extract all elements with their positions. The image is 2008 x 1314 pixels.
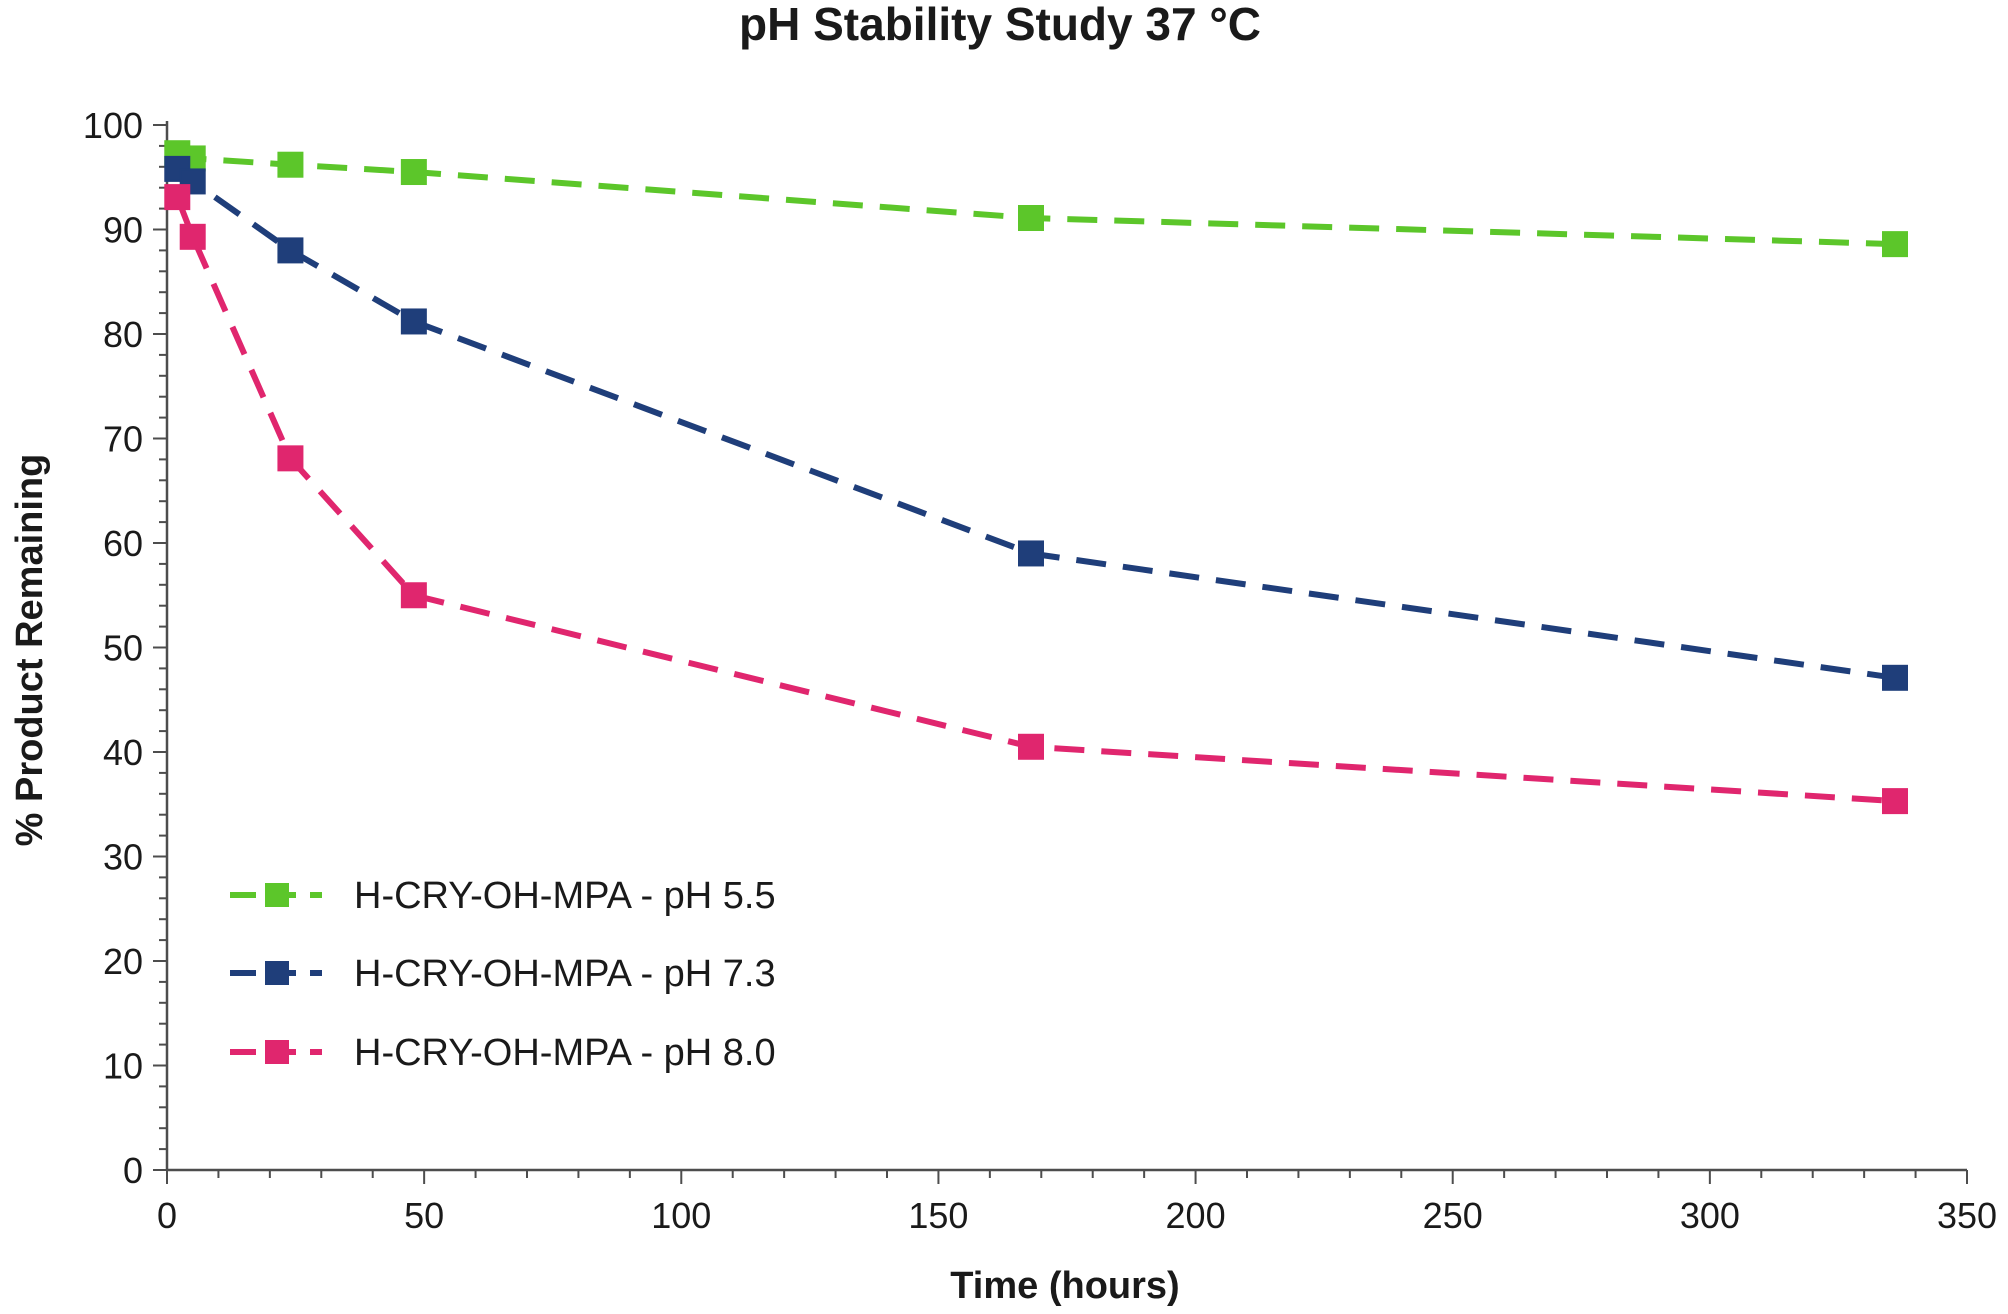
data-point [1882, 231, 1908, 258]
legend-marker [265, 961, 289, 985]
data-point [1018, 540, 1044, 567]
y-tick-label: 30 [103, 837, 143, 878]
legend-entry: H-CRY-OH-MPA - pH 8.0 [230, 1032, 776, 1074]
y-tick-label: 80 [103, 314, 143, 355]
series-1 [164, 140, 1908, 258]
x-tick-label: 50 [404, 1195, 444, 1236]
legend-marker [265, 1040, 289, 1064]
chart-title: pH Stability Study 37 °C [739, 0, 1261, 50]
series-line [174, 196, 1896, 805]
series-2 [164, 155, 1908, 691]
y-tick-label: 50 [103, 628, 143, 669]
data-point [400, 308, 427, 335]
data-point [277, 237, 304, 264]
y-tick-label: 60 [103, 523, 143, 564]
x-axis-label: Time (hours) [950, 1265, 1179, 1307]
y-tick-label: 20 [103, 941, 143, 982]
y-tick-label: 0 [123, 1150, 143, 1191]
series-3 [164, 184, 1908, 815]
x-tick-label: 0 [157, 1195, 177, 1236]
chart-axes: 0 10 20 30 40 50 60 70 80 90 100 0 50 100 150 200 250 300… [83, 105, 1997, 1236]
x-tick-label: 100 [651, 1195, 711, 1236]
y-tick-label: 70 [103, 419, 143, 460]
data-point [164, 184, 191, 211]
x-tick-label: 250 [1423, 1195, 1483, 1236]
data-point [1882, 788, 1908, 815]
y-tick-label: 100 [83, 105, 143, 146]
legend-label: H-CRY-OH-MPA - pH 5.5 [354, 875, 776, 917]
data-point [1018, 205, 1044, 232]
legend-label: H-CRY-OH-MPA - pH 8.0 [354, 1032, 776, 1074]
data-point [400, 159, 427, 186]
y-tick-label: 10 [103, 1046, 143, 1087]
data-point [1018, 733, 1044, 760]
data-point [1882, 664, 1908, 691]
legend-entry: H-CRY-OH-MPA - pH 7.3 [230, 953, 776, 995]
legend-marker [265, 883, 289, 907]
data-point [277, 151, 304, 178]
x-tick-label: 300 [1680, 1195, 1740, 1236]
x-tick-label: 350 [1937, 1195, 1997, 1236]
chart-series [164, 140, 1908, 815]
legend-entry: H-CRY-OH-MPA - pH 5.5 [230, 875, 776, 917]
data-point [400, 582, 427, 609]
x-tick-label: 200 [1166, 1195, 1226, 1236]
legend-label: H-CRY-OH-MPA - pH 7.3 [354, 953, 776, 995]
data-point [277, 445, 304, 472]
y-tick-label: 40 [103, 732, 143, 773]
chart-legend: H-CRY-OH-MPA - pH 5.5 H-CRY-OH-MPA - pH 7… [230, 875, 776, 1074]
y-tick-label: 90 [103, 210, 143, 251]
data-point [179, 168, 206, 195]
data-point [179, 223, 206, 250]
y-axis-label: % Product Remaining [9, 454, 51, 847]
x-tick-label: 150 [908, 1195, 968, 1236]
